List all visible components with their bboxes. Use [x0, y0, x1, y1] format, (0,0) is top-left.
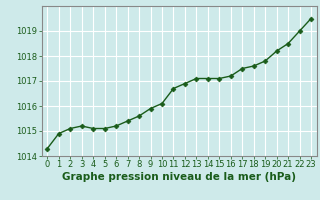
X-axis label: Graphe pression niveau de la mer (hPa): Graphe pression niveau de la mer (hPa) [62, 172, 296, 182]
